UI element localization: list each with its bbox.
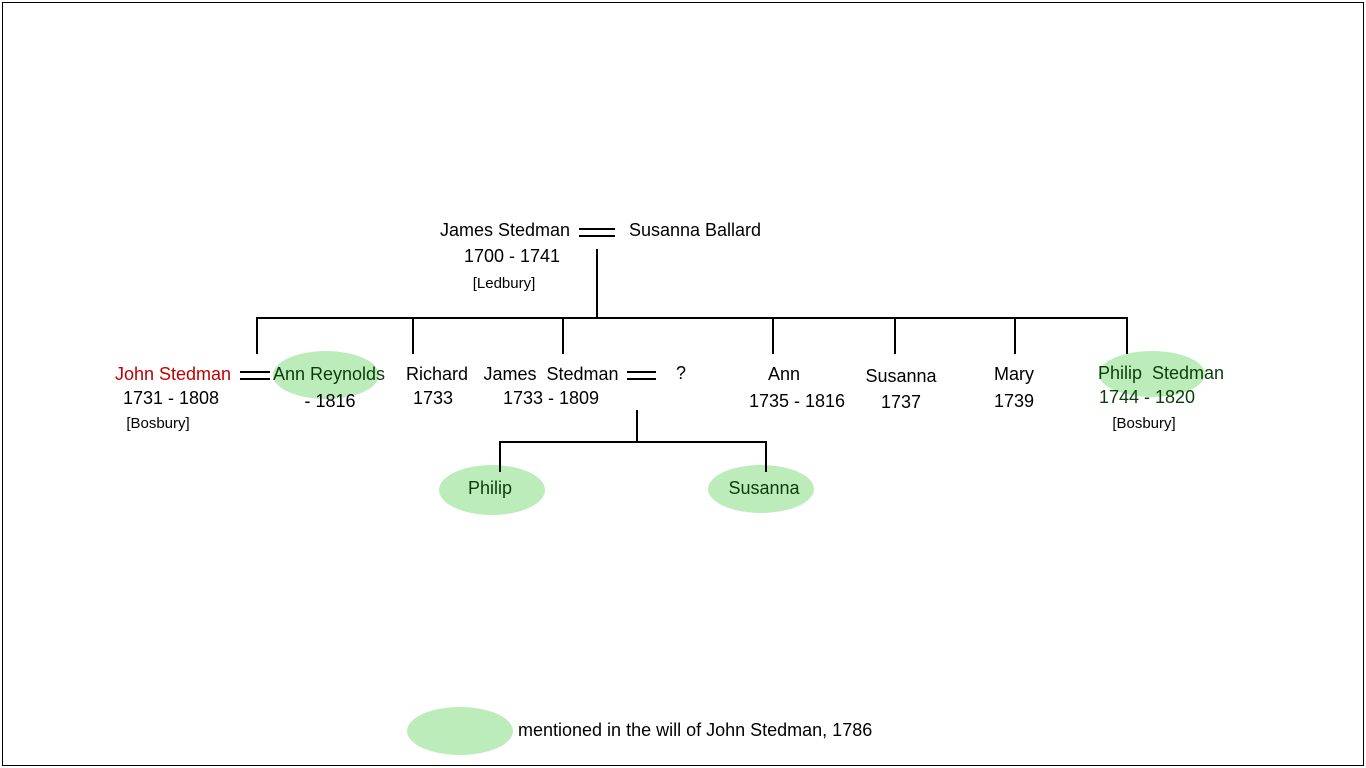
- person-name: Susanna Ballard: [629, 220, 761, 240]
- person-dates: 1739: [994, 391, 1034, 411]
- person-name: James Stedman: [483, 364, 618, 384]
- person-place: [Bosbury]: [126, 415, 189, 432]
- person-name: Philip Stedman: [1098, 363, 1224, 383]
- person-place: [Bosbury]: [1112, 415, 1175, 432]
- person-dates: 1700 - 1741: [464, 246, 560, 266]
- spouse-name: ?: [676, 363, 686, 383]
- legend-swatch: [407, 707, 513, 755]
- person-name: Susanna: [865, 366, 937, 386]
- spouse-dates: - 1816: [304, 391, 355, 411]
- person-name: Philip: [468, 478, 512, 498]
- person-dates: 1737: [881, 392, 921, 412]
- spouse-name: Ann Reynolds: [273, 364, 385, 384]
- highlight: [273, 351, 379, 399]
- person-name: Mary: [994, 364, 1034, 384]
- highlight: [1099, 351, 1205, 397]
- person-dates: 1733: [413, 388, 453, 408]
- person-name: Susanna: [728, 478, 800, 498]
- person-dates: 1733 - 1809: [503, 388, 599, 408]
- person-place: [Ledbury]: [473, 275, 536, 292]
- person-name: John Stedman: [115, 364, 231, 384]
- person-dates: 1744 - 1820: [1099, 387, 1195, 407]
- connectors: [240, 228, 1128, 472]
- legend-label: mentioned in the will of John Stedman, 1…: [518, 720, 872, 740]
- highlight: [439, 465, 545, 515]
- person-dates: 1735 - 1816: [749, 391, 845, 411]
- person-name: Richard: [406, 364, 468, 384]
- person-name: Ann: [768, 364, 800, 384]
- highlight: [708, 465, 814, 513]
- person-name: James Stedman: [440, 220, 570, 240]
- person-dates: 1731 - 1808: [123, 388, 219, 408]
